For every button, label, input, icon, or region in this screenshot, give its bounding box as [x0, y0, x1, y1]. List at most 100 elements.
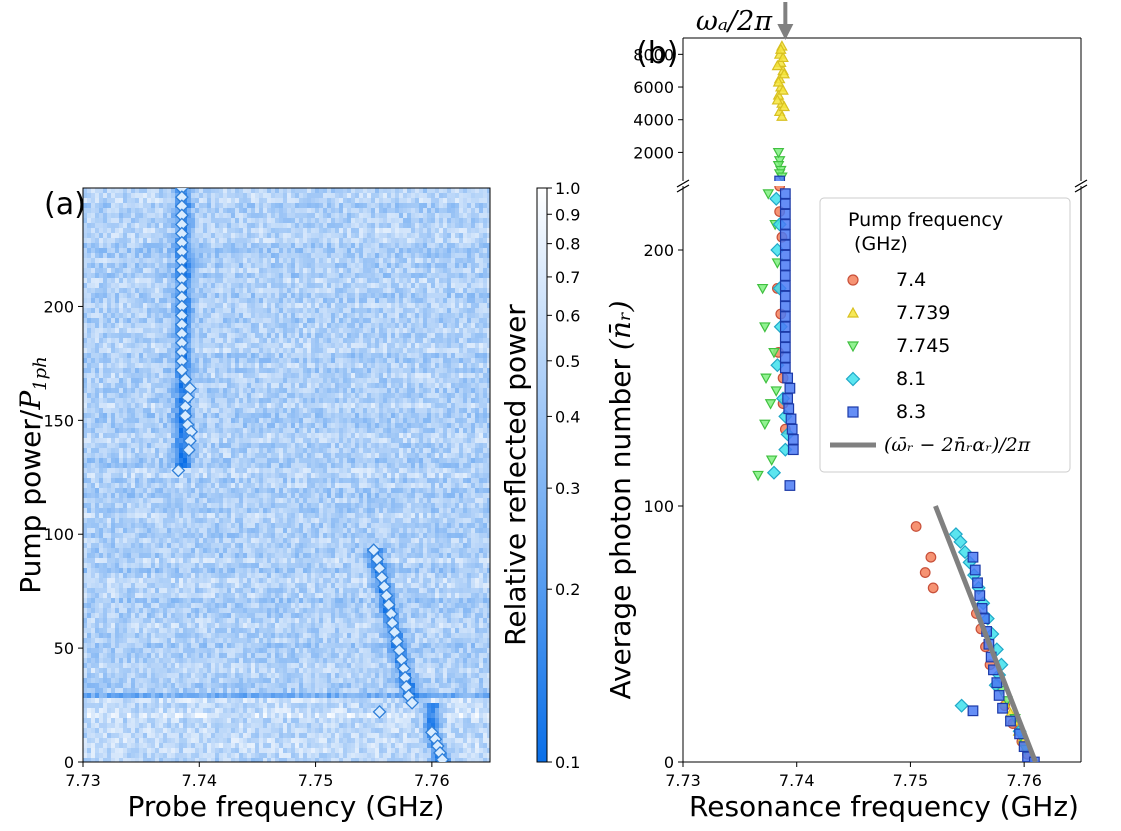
heatmap-cell	[131, 418, 136, 424]
heatmap-cell	[343, 333, 348, 339]
heatmap-cell	[199, 363, 204, 369]
heatmap-cell	[419, 418, 424, 424]
heatmap-cell	[239, 278, 244, 284]
heatmap-cell	[91, 203, 96, 209]
heatmap-cell	[359, 258, 364, 264]
heatmap-cell	[143, 363, 148, 369]
heatmap-cell	[391, 413, 396, 419]
heatmap-cell	[331, 323, 336, 329]
heatmap-cell	[439, 428, 444, 434]
heatmap-cell	[407, 218, 412, 224]
heatmap-cell	[439, 198, 444, 204]
heatmap-cell	[487, 233, 490, 239]
heatmap-cell	[483, 343, 488, 349]
heatmap-cell	[191, 393, 196, 399]
heatmap-cell	[415, 193, 420, 199]
heatmap-cell	[479, 428, 484, 434]
heatmap-cell	[399, 313, 404, 319]
heatmap-cell	[283, 348, 288, 354]
heatmap-cell	[195, 293, 200, 299]
heatmap-cell	[299, 233, 304, 239]
heatmap-cell	[443, 368, 448, 374]
heatmap-cell	[403, 373, 408, 379]
heatmap-cell	[271, 203, 276, 209]
heatmap-cell	[119, 293, 124, 299]
heatmap-cell	[359, 348, 364, 354]
heatmap-cell	[187, 208, 192, 214]
heatmap-cell	[235, 268, 240, 274]
heatmap-cell	[475, 333, 480, 339]
heatmap-cell	[291, 338, 296, 344]
heatmap-cell	[103, 343, 108, 349]
heatmap-cell	[311, 308, 316, 314]
heatmap-cell	[355, 268, 360, 274]
heatmap-cell	[463, 193, 468, 199]
heatmap-cell	[471, 308, 476, 314]
heatmap-cell	[227, 218, 232, 224]
heatmap-cell	[335, 283, 340, 289]
heatmap-cell	[171, 423, 176, 429]
heatmap-cell	[83, 253, 88, 259]
heatmap-cell	[163, 338, 168, 344]
heatmap-cell	[471, 283, 476, 289]
heatmap-cell	[271, 408, 276, 414]
heatmap-cell	[327, 353, 332, 359]
heatmap-cell	[187, 298, 192, 304]
heatmap-cell	[371, 288, 376, 294]
heatmap-cell	[135, 203, 140, 209]
heatmap-cell	[395, 328, 400, 334]
heatmap-cell	[451, 388, 456, 394]
heatmap-cell	[191, 278, 196, 284]
heatmap-cell	[351, 203, 356, 209]
heatmap-cell	[475, 418, 480, 424]
heatmap-cell	[327, 263, 332, 269]
heatmap-cell	[371, 428, 376, 434]
heatmap-cell	[91, 188, 96, 194]
heatmap-cell	[451, 368, 456, 374]
heatmap-cell	[139, 188, 144, 194]
heatmap-cell	[347, 318, 352, 324]
heatmap-cell	[315, 283, 320, 289]
heatmap-cell	[327, 303, 332, 309]
heatmap-cell	[339, 188, 344, 194]
heatmap-cell	[211, 408, 216, 414]
heatmap-cell	[295, 263, 300, 269]
heatmap-cell	[391, 328, 396, 334]
heatmap-cell	[235, 278, 240, 284]
heatmap-cell	[131, 203, 136, 209]
heatmap-cell	[147, 388, 152, 394]
heatmap-cell	[211, 378, 216, 384]
heatmap-cell	[463, 378, 468, 384]
heatmap-cell	[95, 403, 100, 409]
heatmap-cell	[135, 218, 140, 224]
heatmap-cell	[487, 213, 490, 219]
heatmap-cell	[463, 313, 468, 319]
heatmap-cell	[387, 383, 392, 389]
heatmap-cell	[443, 333, 448, 339]
heatmap-cell	[331, 398, 336, 404]
heatmap-cell	[423, 233, 428, 239]
heatmap-cell	[319, 418, 324, 424]
heatmap-cell	[279, 258, 284, 264]
heatmap-cell	[163, 248, 168, 254]
heatmap-cell	[315, 418, 320, 424]
heatmap-cell	[239, 283, 244, 289]
heatmap-cell	[407, 298, 412, 304]
heatmap-cell	[83, 193, 88, 199]
heatmap-cell	[83, 273, 88, 279]
heatmap-cell	[195, 428, 200, 434]
heatmap-cell	[411, 353, 416, 359]
heatmap-cell	[239, 203, 244, 209]
heatmap-cell	[191, 373, 196, 379]
heatmap-cell	[303, 398, 308, 404]
heatmap-cell	[475, 193, 480, 199]
heatmap-cell	[335, 358, 340, 364]
heatmap-cell	[343, 308, 348, 314]
heatmap-cell	[215, 193, 220, 199]
heatmap-cell	[323, 288, 328, 294]
heatmap-cell	[123, 353, 128, 359]
heatmap-cell	[215, 428, 220, 434]
heatmap-cell	[411, 308, 416, 314]
heatmap-cell	[471, 338, 476, 344]
heatmap-cell	[379, 348, 384, 354]
